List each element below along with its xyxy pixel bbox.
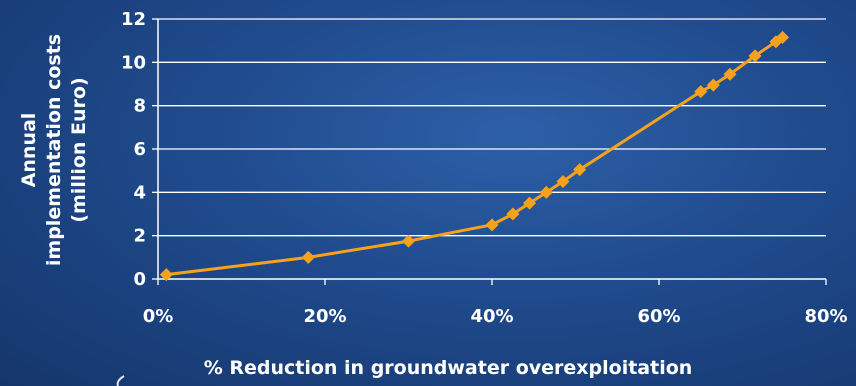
data-point-marker	[402, 234, 415, 248]
y-tick-label-4: 4	[133, 182, 146, 203]
x-tick-label-80%: 80%	[804, 306, 847, 327]
data-point-marker	[506, 207, 520, 221]
data-point-marker	[694, 85, 708, 99]
gridlines	[158, 18, 826, 237]
y-tick-label-6: 6	[133, 139, 146, 160]
y-tick-label-8: 8	[133, 96, 146, 117]
y-axis-title-line-3: (million Euro)	[68, 77, 90, 222]
x-tick-label-60%: 60%	[637, 306, 680, 327]
x-tick-label-0%: 0%	[143, 306, 174, 327]
x-tick-label-40%: 40%	[470, 306, 513, 327]
data-point-marker	[159, 268, 173, 282]
data-point-marker	[539, 185, 553, 199]
y-axis-title-line-2: implementation costs	[43, 34, 65, 266]
y-tick-label-0: 0	[133, 269, 146, 290]
y-tick-label-12: 12	[121, 9, 146, 30]
series-line	[166, 36, 784, 277]
data-point-marker	[301, 250, 315, 264]
y-tick-label-2: 2	[133, 226, 146, 247]
data-point-marker	[573, 163, 587, 177]
axes	[152, 18, 827, 285]
x-axis-title: % Reduction in groundwater overexploitat…	[204, 357, 693, 379]
data-point-marker	[706, 78, 720, 92]
data-point-marker	[485, 218, 499, 232]
data-point-marker	[556, 175, 570, 188]
data-point-marker	[523, 196, 537, 210]
decorative-swoosh	[116, 375, 125, 386]
y-axis-title: Annual implementation costs (million Euro)	[18, 34, 90, 266]
x-tick-labels: 0% 20% 40% 60% 80%	[143, 306, 848, 327]
data-point-marker	[748, 49, 762, 63]
y-tick-labels: 0 2 4 6 8 10 12	[121, 9, 146, 290]
data-point-marker	[776, 30, 790, 44]
data-series	[159, 30, 790, 282]
data-point-marker	[723, 67, 737, 81]
x-tick-label-20%: 20%	[303, 306, 346, 327]
y-tick-label-10: 10	[121, 52, 146, 73]
y-axis-title-line-1: Annual	[18, 113, 40, 188]
